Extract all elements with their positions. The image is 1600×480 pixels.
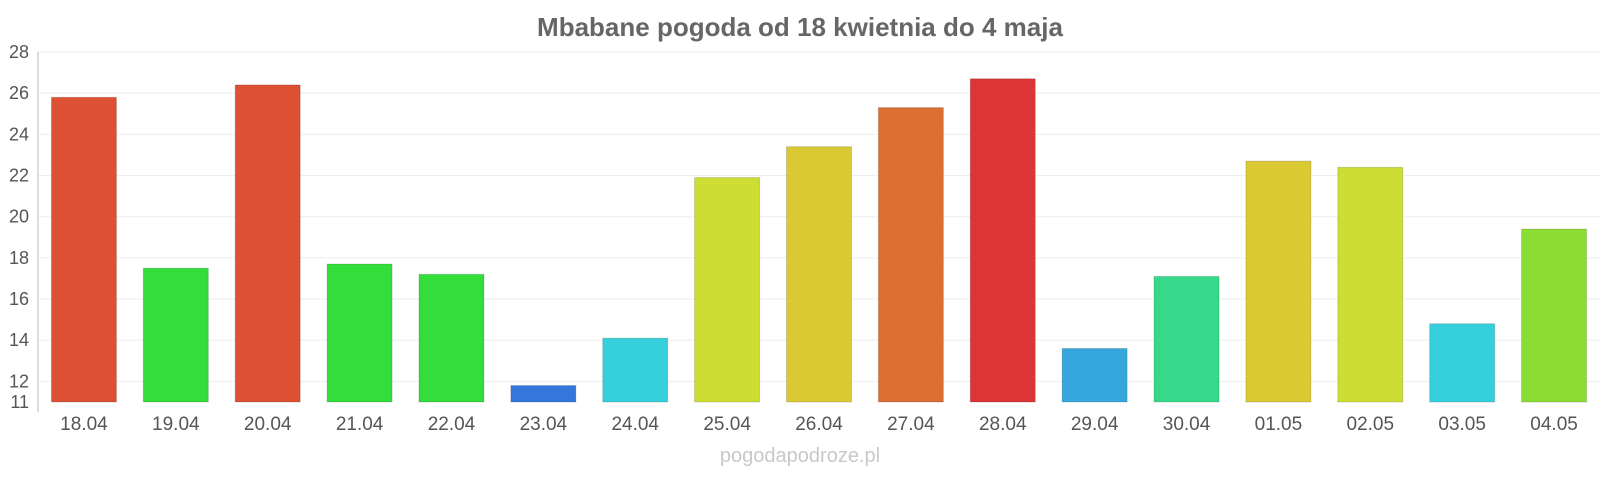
bar-24.04: [602, 337, 669, 403]
x-tick-label: 23.04: [520, 414, 568, 435]
y-tick-label: 20: [9, 207, 29, 227]
bar-01.05: [1245, 160, 1312, 403]
x-tick-label: 29.04: [1071, 414, 1119, 435]
x-tick-label: 04.05: [1530, 414, 1578, 435]
bar-21.04: [326, 263, 393, 403]
bar-25.04: [694, 177, 761, 403]
x-tick-label: 28.04: [979, 414, 1027, 435]
bar-29.04: [1061, 347, 1128, 403]
x-tick-label: 22.04: [428, 414, 476, 435]
x-tick-label: 27.04: [887, 414, 935, 435]
bar-20.04: [234, 84, 301, 403]
chart-title: Mbabane pogoda od 18 kwietnia do 4 maja: [537, 12, 1063, 42]
bar-22.04: [418, 273, 485, 403]
x-tick-label: 26.04: [795, 414, 843, 435]
y-tick-label: 14: [9, 330, 29, 350]
bar-02.05: [1337, 166, 1404, 403]
x-tick-label: 18.04: [60, 414, 108, 435]
bar-19.04: [142, 267, 209, 403]
y-tick-label: 26: [9, 83, 29, 103]
x-tick-label: 20.04: [244, 414, 292, 435]
y-tick-label: 28: [9, 42, 29, 62]
x-tick-label: 25.04: [703, 414, 751, 435]
bar-18.04: [50, 96, 117, 403]
x-axis-ticks: 18.04 19.04 20.04 21.04 22.04 23.04 24.04 25.04…: [60, 414, 1578, 435]
y-tick-label: 11: [10, 392, 29, 412]
bar-28.04: [969, 78, 1036, 403]
y-tick-label: 16: [9, 289, 29, 309]
y-tick-label: 12: [9, 371, 29, 391]
bar-30.04: [1153, 275, 1220, 403]
x-tick-label: 30.04: [1163, 414, 1211, 435]
bars: [50, 78, 1588, 403]
watermark: pogodapodroze.pl: [720, 445, 880, 467]
x-tick-label: 01.05: [1255, 414, 1303, 435]
x-tick-label: 21.04: [336, 414, 384, 435]
y-tick-label: 22: [9, 166, 29, 186]
x-tick-label: 24.04: [611, 414, 659, 435]
bar-03.05: [1429, 323, 1496, 403]
bar-26.04: [786, 146, 852, 403]
x-tick-label: 02.05: [1347, 414, 1395, 435]
bar-23.04: [510, 385, 577, 403]
x-tick-label: 03.05: [1438, 414, 1486, 435]
x-tick-label: 19.04: [152, 414, 200, 435]
y-tick-label: 24: [9, 124, 29, 144]
y-tick-label: 18: [9, 248, 29, 268]
bar-04.05: [1521, 228, 1588, 403]
bar-27.04: [877, 107, 944, 403]
